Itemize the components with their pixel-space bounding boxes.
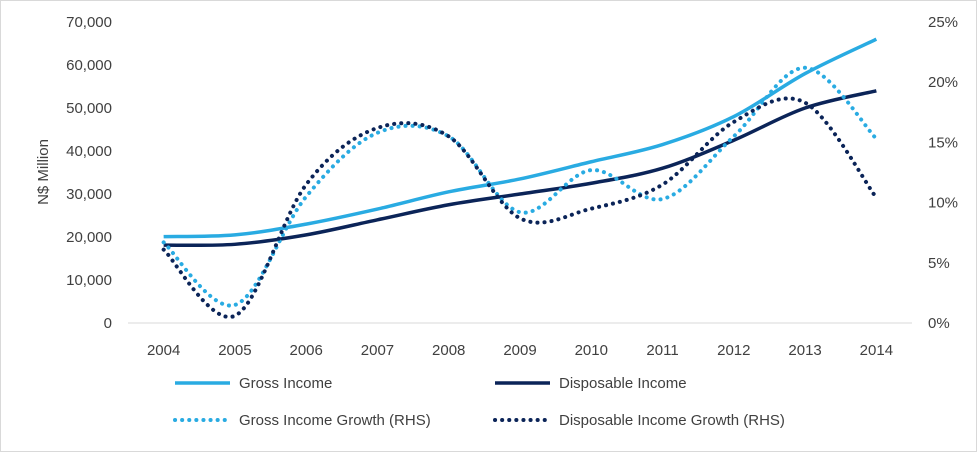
y-tick-label: 30,000 (66, 186, 112, 203)
y2-tick-label: 10% (928, 195, 958, 212)
x-tick-label: 2010 (575, 342, 608, 359)
x-tick-label: 2013 (788, 342, 821, 359)
legend-label: Gross Income Growth (RHS) (239, 412, 431, 429)
y-axis-ticks: 0 10,000 20,000 30,000 40,000 50,000 60,000 70,… (66, 14, 112, 332)
series-line-disposable-income-growth-rhs (161, 96, 879, 319)
x-tick-label: 2007 (361, 342, 394, 359)
y2-tick-label: 5% (928, 255, 950, 272)
y-tick-label: 20,000 (66, 229, 112, 246)
legend-item-disposable-income[interactable]: Disposable Income (495, 375, 687, 392)
series-line-gross-income (163, 37, 878, 239)
x-tick-label: 2011 (646, 342, 678, 359)
x-tick-label: 2005 (218, 342, 251, 359)
legend-item-gross-income-growth-rhs[interactable]: Gross Income Growth (RHS) (173, 412, 431, 429)
x-tick-label: 2009 (503, 342, 536, 359)
x-tick-label: 2006 (289, 342, 322, 359)
y-tick-label: 60,000 (66, 57, 112, 74)
y-tick-label: 50,000 (66, 100, 112, 117)
y-tick-label: 10,000 (66, 272, 112, 289)
legend-label: Gross Income (239, 375, 332, 392)
y2-tick-label: 25% (928, 14, 958, 31)
x-tick-label: 2004 (147, 342, 180, 359)
y2-axis-ticks: 0% 5% 10% 15% 20% 25% (928, 14, 958, 332)
y-axis-title: N$ Million (35, 139, 52, 205)
y-tick-label: 40,000 (66, 143, 112, 160)
legend-item-disposable-income-growth-rhs[interactable]: Disposable Income Growth (RHS) (493, 412, 785, 429)
legend[interactable]: Gross Income Disposable Income Gross Incom… (173, 375, 785, 429)
legend-label: Disposable Income Growth (RHS) (559, 412, 785, 429)
series-line-gross-income-growth-rhs (161, 65, 879, 308)
legend-label: Disposable Income (559, 375, 687, 392)
x-axis-ticks: 2004 2005 2006 2007 2008 2009 2010 2011 2012 2013… (147, 342, 893, 359)
legend-item-gross-income[interactable]: Gross Income (175, 375, 332, 392)
y2-tick-label: 0% (928, 315, 950, 332)
y-tick-label: 70,000 (66, 14, 112, 31)
series-line-disposable-income (163, 89, 877, 248)
x-tick-label: 2008 (432, 342, 465, 359)
series-layer (161, 37, 879, 319)
y-tick-label: 0 (104, 315, 112, 332)
y2-tick-label: 15% (928, 134, 958, 151)
x-tick-label: 2012 (717, 342, 750, 359)
y2-tick-label: 20% (928, 74, 958, 91)
x-tick-label: 2014 (860, 342, 893, 359)
